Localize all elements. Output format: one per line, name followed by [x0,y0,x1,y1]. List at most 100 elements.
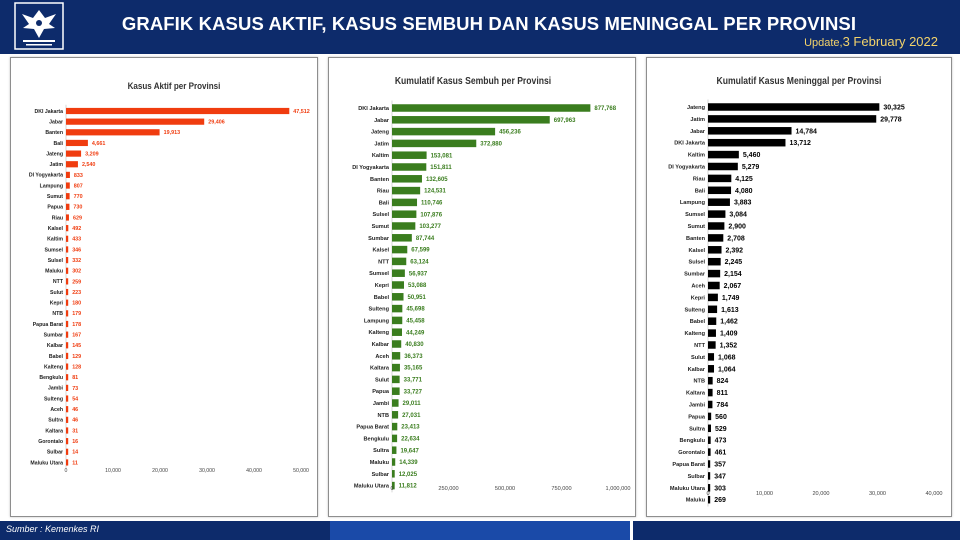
bar [708,376,713,385]
bar [708,222,725,230]
bar [392,328,403,336]
data-label: 47,512 [293,109,310,115]
data-label: 33,771 [404,378,423,384]
data-label: 269 [714,497,726,504]
bar [392,139,477,148]
bar [66,139,88,147]
data-label: 332 [72,258,81,264]
bar [392,316,403,325]
data-label: 103,277 [419,224,441,230]
data-label: 14,784 [796,128,818,135]
data-label: 1,068 [718,354,736,361]
category-label: Sumsel [685,212,705,218]
category-label: Sulsel [689,260,706,266]
bar [392,352,401,360]
data-label: 179 [72,311,81,317]
data-label: 178 [72,322,81,328]
bar [392,422,398,431]
bar [708,186,732,195]
bar [66,267,69,274]
data-label: 36,373 [404,354,423,360]
data-label: 3,883 [734,200,752,207]
data-label: 303 [714,485,726,492]
update-date: Update,3 February 2022 [804,34,938,49]
tick-label: 0 [390,486,393,492]
data-label: 45,458 [406,319,425,325]
category-label: DKI Jakarta [34,109,63,115]
data-label: 46 [72,418,78,424]
tick-label: 0 [706,491,709,497]
category-label: Banten [370,177,390,183]
category-label: Sulteng [44,396,63,402]
bar [708,198,730,206]
bar [66,278,69,285]
data-label: 807 [74,183,83,189]
category-label: Kalbar [372,342,390,348]
category-label: Jabar [49,119,63,125]
data-label: 433 [72,237,81,243]
category-label: Jateng [371,130,390,136]
bar [392,116,550,124]
bar [708,472,711,480]
category-label: NTT [53,279,64,285]
category-label: Sumut [688,224,706,230]
data-label: 107,876 [420,212,442,218]
category-label: Sumbar [368,236,390,242]
bar [66,459,69,466]
data-label: 302 [72,269,81,275]
category-label: Sulteng [684,307,705,313]
footer-right [630,521,960,540]
data-label: 54 [72,396,78,402]
category-label: Babel [374,295,390,301]
bar [392,175,422,183]
bar [66,427,69,434]
category-label: Kalteng [368,330,389,336]
category-label: Maluku Utara [30,460,63,466]
tick-label: 30,000 [199,468,215,474]
header-bar: GRAFIK KASUS AKTIF, KASUS SEMBUH DAN KAS… [0,0,960,54]
category-label: Jambi [373,401,390,407]
tick-label: 0 [65,468,68,474]
garuda-logo-icon [14,2,64,50]
category-label: Lampung [40,183,63,189]
bar [708,495,711,504]
bar [392,363,400,372]
data-label: 3,209 [85,151,99,157]
bar [66,448,69,455]
bar [708,138,786,147]
bar [708,127,792,135]
category-label: Bengkulu [364,436,390,442]
data-label: 1,613 [721,307,739,314]
category-label: DI Yogyakarta [668,164,706,170]
data-label: 33,727 [404,389,423,395]
bar [66,299,69,306]
category-label: Jatim [49,162,63,168]
data-label: 19,913 [164,130,181,136]
tick-label: 40,000 [246,468,262,474]
bar [708,115,877,123]
bar [708,317,717,325]
data-label: 46 [72,407,78,413]
chart-meninggal: Kumulatif Kasus Meninggal per Provinsi Ja… [668,75,943,507]
category-label: Papua [372,389,390,395]
category-label: Sumsel [45,247,64,253]
bar [66,416,69,423]
data-label: 29,778 [880,116,902,123]
category-label: Kalteng [684,331,705,337]
data-label: 5,279 [742,164,760,171]
bar [392,411,399,419]
data-label: 12,025 [399,472,418,478]
category-label: Jatim [374,141,389,147]
category-label: Papua [688,414,706,420]
bar [66,406,69,413]
bar [66,246,69,253]
data-label: 124,531 [424,189,446,195]
data-label: 347 [714,473,726,480]
category-label: Maluku [45,269,63,275]
data-label: 23,413 [401,425,420,431]
tick-label: 20,000 [152,468,168,474]
chart-panel-sembuh: Kumulatif Kasus Sembuh per Provinsi DKI J… [328,57,636,517]
bar [66,193,70,200]
bar [66,182,70,189]
category-label: Jateng [687,105,706,111]
